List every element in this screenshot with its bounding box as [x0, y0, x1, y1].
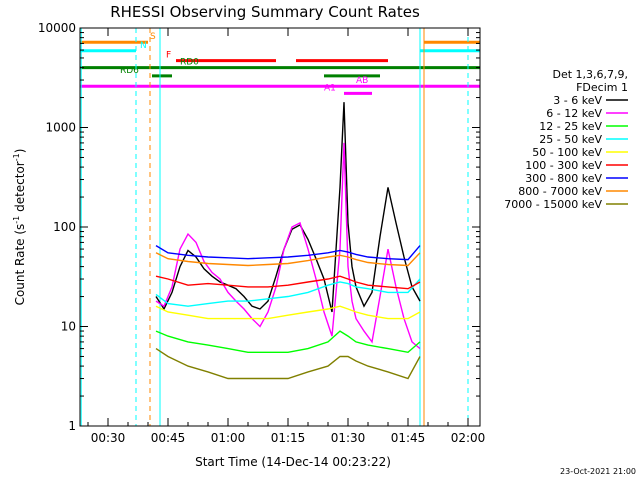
x-tick-label-2: 01:00 — [211, 431, 246, 445]
flag-f-label: F — [166, 51, 171, 61]
y-tick-label-0: 1 — [68, 419, 76, 433]
series-line-6 — [155, 244, 421, 261]
series-line-4 — [155, 305, 421, 320]
legend-label-7: 800 - 7000 keV — [518, 185, 602, 198]
flag-layer: SN F RD0 RD6 AB A1 — [80, 32, 480, 95]
x-tick-label-5: 01:45 — [391, 431, 426, 445]
flag-rd0-label: RD0 — [180, 58, 199, 68]
series-line-5 — [155, 275, 421, 290]
y-axis-label: Count Rate (s-1 detector-1) — [12, 149, 27, 306]
legend-label-3: 25 - 50 keV — [539, 133, 602, 146]
flag-rd6-label: RD6 — [120, 66, 139, 76]
legend-label-1: 6 - 12 keV — [546, 107, 602, 120]
legend-label-2: 12 - 25 keV — [539, 120, 602, 133]
x-tick-label-1: 00:45 — [151, 431, 186, 445]
y-tick-label-4: 10000 — [38, 21, 76, 35]
axes-layer: 00:30 00:45 01:00 01:15 01:30 01:45 02:00 1 10 10… — [38, 21, 485, 445]
series-line-3 — [155, 278, 421, 307]
legend-label-0: 3 - 6 keV — [553, 94, 602, 107]
legend-header-0: Det 1,3,6,7,9, — [552, 68, 628, 81]
series-layer — [155, 102, 421, 380]
y-tick-label-1: 10 — [61, 320, 76, 334]
series-line-8 — [155, 348, 421, 380]
series-line-1 — [155, 142, 421, 350]
legend-label-4: 50 - 100 keV — [532, 146, 602, 159]
x-tick-label-6: 02:00 — [451, 431, 486, 445]
flag-n-label: N — [140, 41, 147, 51]
legend-label-5: 100 - 300 keV — [525, 159, 602, 172]
legend-label-6: 300 - 800 keV — [525, 172, 602, 185]
legend-label-8: 7000 - 15000 keV — [504, 198, 602, 211]
chart-title: RHESSI Observing Summary Count Rates — [110, 3, 420, 21]
y-tick-label-3: 1000 — [45, 121, 76, 135]
series-line-0 — [155, 102, 421, 313]
flag-s-label: S — [150, 32, 156, 42]
flag-ab-label: AB — [356, 76, 368, 86]
x-axis-label: Start Time (14-Dec-14 00:23:22) — [195, 455, 391, 469]
x-tick-label-3: 01:15 — [271, 431, 306, 445]
x-tick-label-4: 01:30 — [331, 431, 366, 445]
y-tick-label-2: 100 — [53, 220, 76, 234]
x-tick-label-0: 00:30 — [91, 431, 126, 445]
generation-timestamp: 23-Oct-2021 21:00 — [560, 467, 636, 476]
flag-a1-label: A1 — [324, 83, 336, 93]
series-line-2 — [155, 330, 421, 354]
legend-header-1: FDecim 1 — [576, 81, 628, 94]
series-line-7 — [155, 252, 421, 267]
